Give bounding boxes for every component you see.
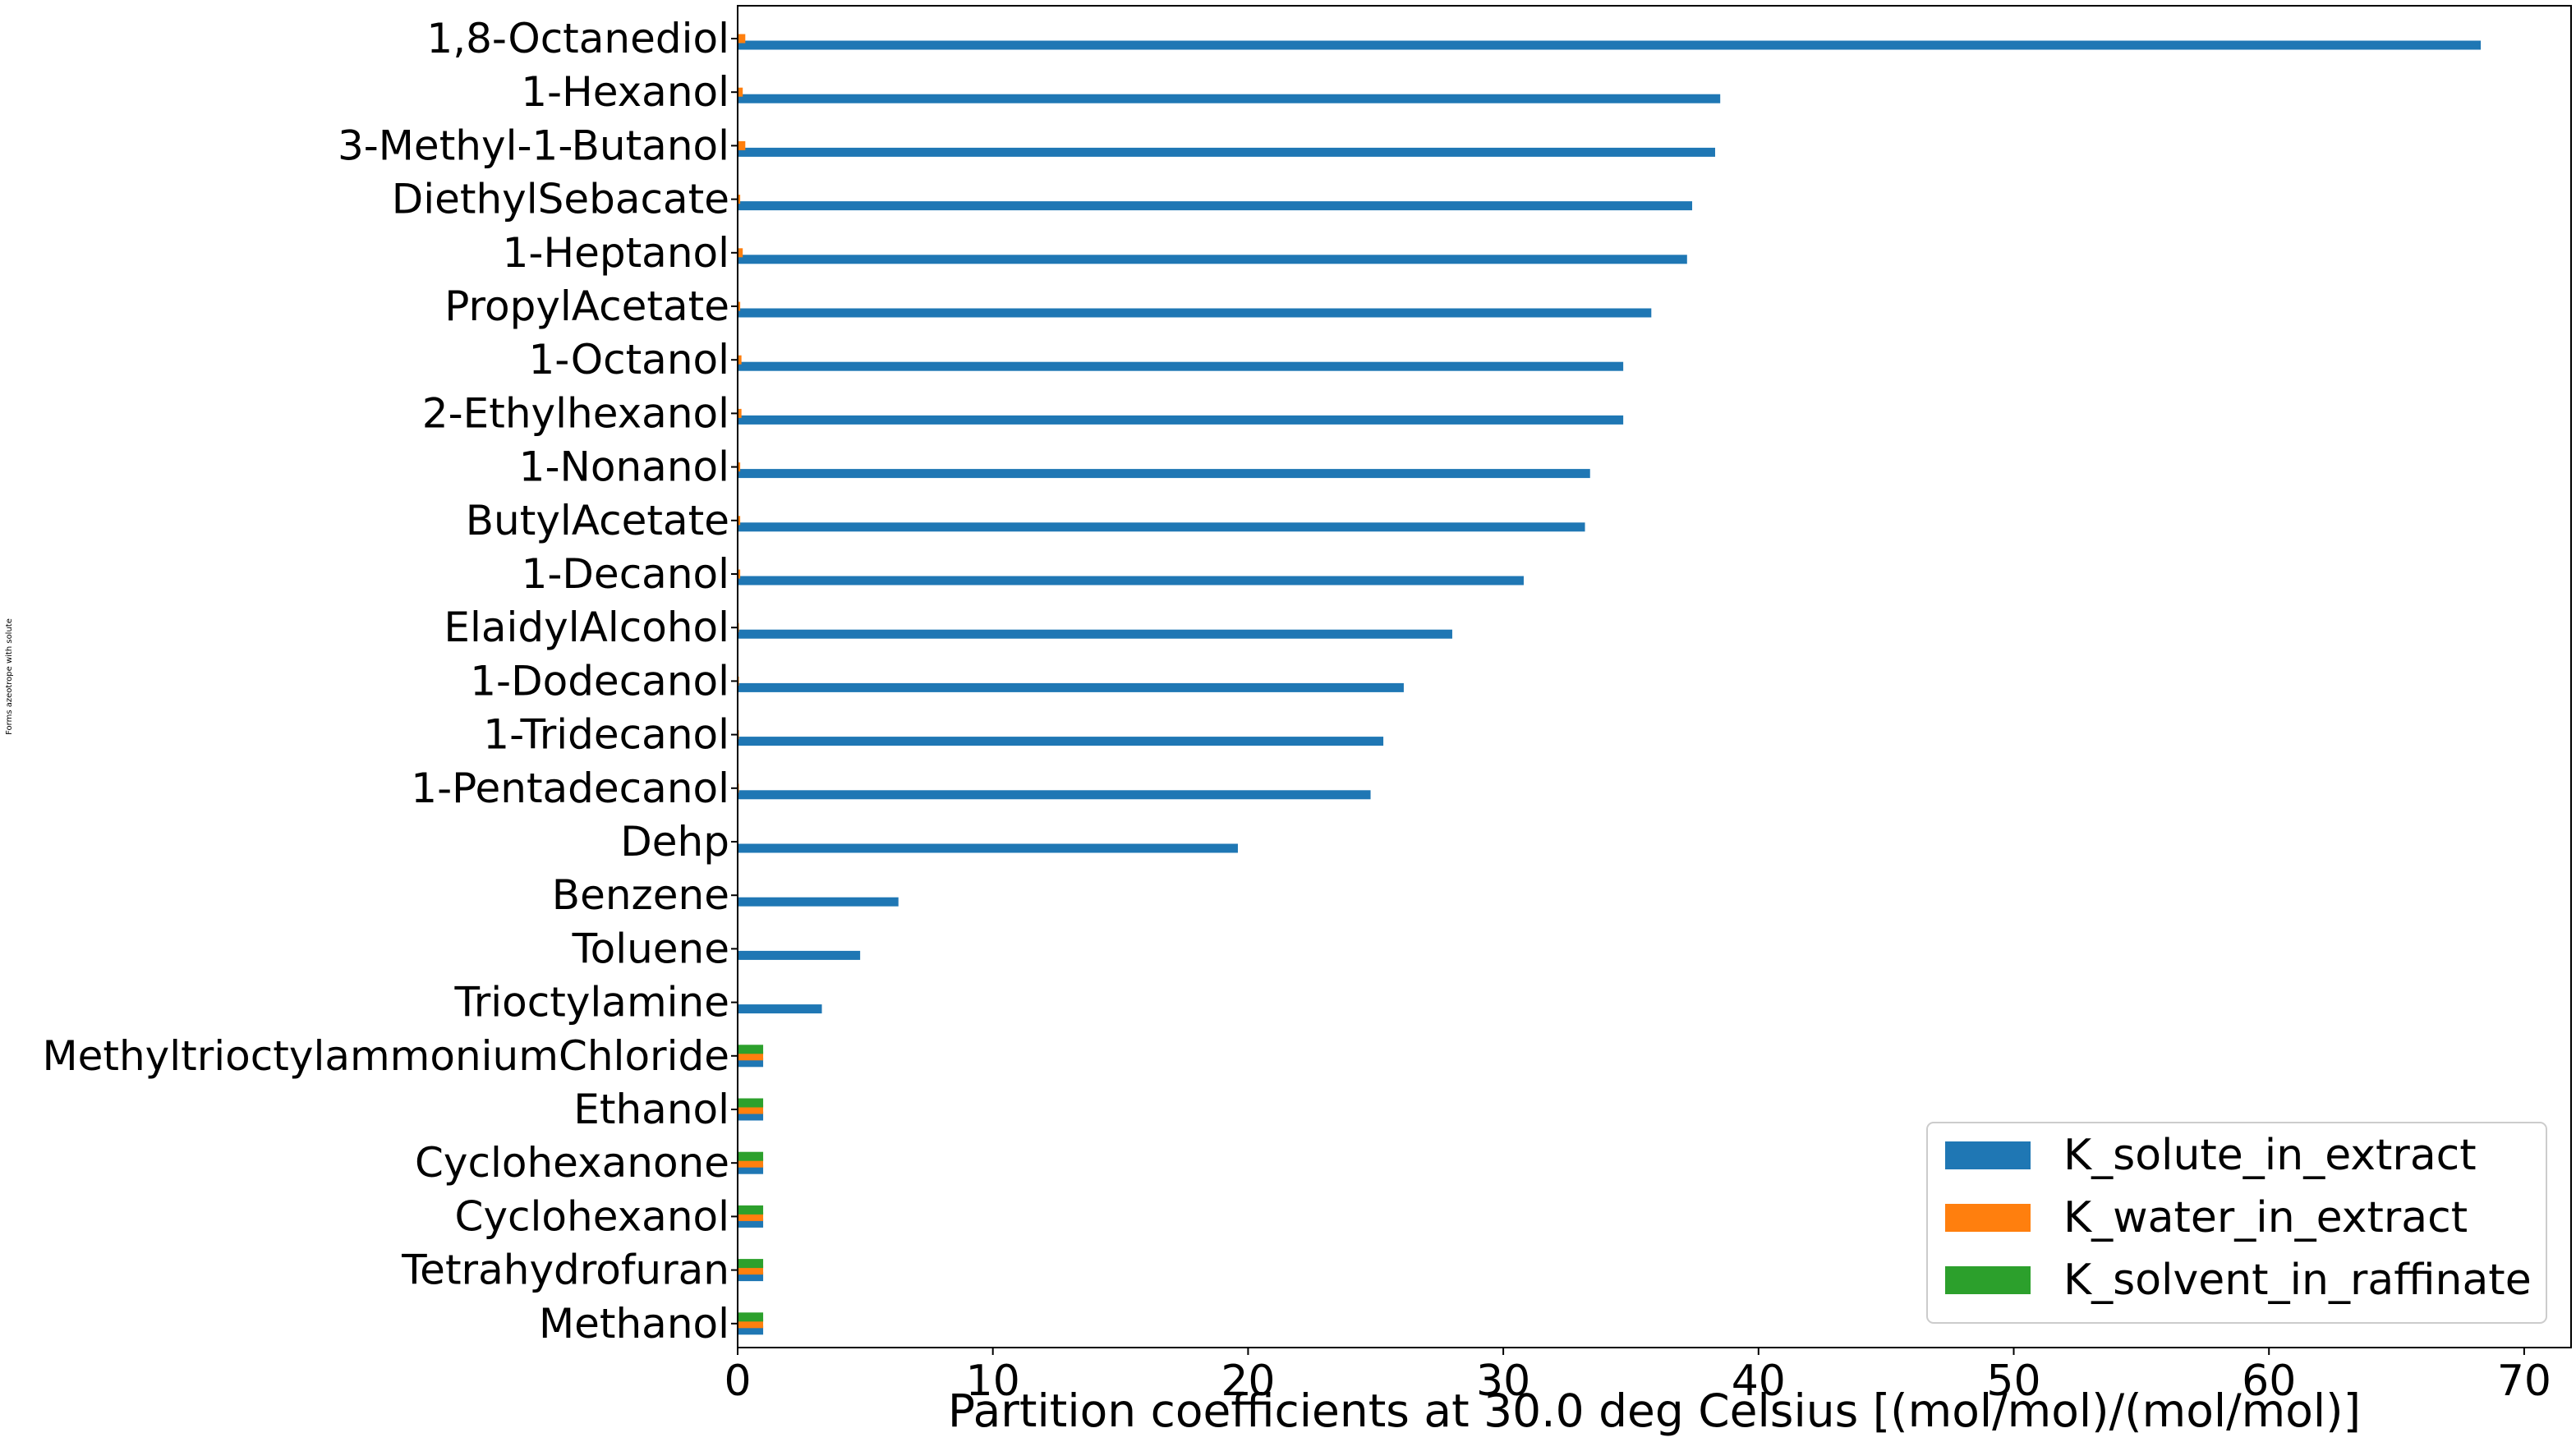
x-tick-label: 10 (966, 1357, 1020, 1406)
y-tick-label: 1-Pentadecanol (411, 765, 729, 812)
bar-K_water_in_extract-2 (738, 140, 746, 150)
bar-K_solute_in_extract-21 (738, 1164, 764, 1174)
bars-layer (738, 34, 2482, 1335)
bar-K_water_in_extract-0 (738, 34, 746, 44)
bar-K_solute_in_extract-19 (738, 1058, 764, 1068)
bar-K_water_in_extract-8 (738, 462, 741, 472)
bar-K_solute_in_extract-7 (738, 415, 1624, 425)
bar-K_solute_in_extract-12 (738, 682, 1404, 692)
x-tick-label: 0 (724, 1357, 751, 1406)
x-axis-label: Partition coefficients at 30.0 deg Celsi… (948, 1385, 2361, 1437)
y-tick-label: 1,8-Octanediol (426, 15, 729, 62)
legend-label: K_water_in_extract (2063, 1193, 2468, 1242)
x-axis: 0 10 20 30 40 50 60 70 (724, 1348, 2551, 1406)
bar-K_water_in_extract-19 (738, 1051, 764, 1061)
y-tick-label: Dehp (620, 818, 729, 866)
bar-K_solute_in_extract-6 (738, 361, 1624, 371)
legend: K_solute_in_extract K_water_in_extract K_s… (1926, 1122, 2547, 1324)
y-tick-label: 1-Decanol (522, 550, 729, 598)
bar-K_water_in_extract-20 (738, 1104, 764, 1114)
bar-K_solute_in_extract-8 (738, 469, 1590, 479)
legend-swatch (1945, 1204, 2031, 1232)
bar-K_solvent_in_raffinate-24 (738, 1312, 764, 1322)
y-tick-label: Cyclohexanone (415, 1139, 729, 1187)
bar-K_solvent_in_raffinate-19 (738, 1045, 764, 1054)
legend-label: K_solute_in_extract (2063, 1131, 2477, 1180)
y-tick-label: 1-Octanol (528, 336, 729, 383)
legend-swatch (1945, 1266, 2031, 1294)
y-tick-label: Cyclohexanol (455, 1192, 729, 1240)
y-tick-label: Tetrahydrofuran (401, 1247, 729, 1294)
y-tick-label: ElaidylAlcohol (444, 604, 729, 651)
bar-K_solute_in_extract-4 (738, 255, 1687, 264)
x-tick-label: 40 (1732, 1357, 1786, 1406)
y-tick-label: Toluene (572, 925, 729, 972)
y-axis: 1,8-Octanediol 1-Hexanol 3-Methyl-1-Butano… (42, 15, 738, 1348)
bar-K_solute_in_extract-24 (738, 1325, 764, 1335)
y-tick-label: MethyltrioctylammoniumChloride (42, 1032, 729, 1080)
bar-K_solute_in_extract-5 (738, 308, 1652, 318)
bar-K_water_in_extract-1 (738, 87, 743, 97)
bar-K_solute_in_extract-14 (738, 790, 1371, 800)
y-tick-label: 1-Hexanol (521, 68, 729, 116)
bar-K_solute_in_extract-16 (738, 897, 899, 907)
bar-K_water_in_extract-4 (738, 248, 743, 258)
x-tick-label: 60 (2242, 1357, 2296, 1406)
bar-K_solute_in_extract-11 (738, 629, 1452, 639)
bar-K_water_in_extract-6 (738, 355, 742, 365)
bar-K_water_in_extract-3 (738, 195, 741, 204)
bar-K_water_in_extract-9 (738, 516, 741, 526)
x-tick-label: 30 (1476, 1357, 1530, 1406)
y-tick-label: Trioctylamine (454, 979, 730, 1026)
y-tick-label: PropylAcetate (444, 282, 729, 330)
y-tick-label: 1-Dodecanol (470, 657, 729, 705)
y-tick-label: 3-Methyl-1-Butanol (338, 122, 729, 169)
legend-label: K_solvent_in_raffinate (2063, 1256, 2532, 1305)
bar-K_water_in_extract-24 (738, 1319, 764, 1329)
x-tick-label: 20 (1221, 1357, 1275, 1406)
bar-K_solute_in_extract-1 (738, 94, 1721, 103)
bar-K_solvent_in_raffinate-21 (738, 1151, 764, 1161)
y-tick-label: Benzene (552, 871, 729, 919)
bar-K_solute_in_extract-2 (738, 147, 1715, 157)
legend-entries: K_solute_in_extract K_water_in_extract K_s… (1945, 1131, 2532, 1305)
bar-K_solute_in_extract-23 (738, 1272, 764, 1282)
bar-K_solute_in_extract-0 (738, 40, 2482, 50)
x-tick-label: 70 (2497, 1357, 2551, 1406)
plot-frame (737, 5, 2572, 1348)
y-tick-label: Ethanol (573, 1086, 729, 1133)
y-tick-label: Methanol (539, 1300, 729, 1348)
bar-K_solute_in_extract-20 (738, 1111, 764, 1121)
y-tick-label: ButylAcetate (466, 497, 729, 544)
bar-K_solute_in_extract-9 (738, 522, 1585, 532)
y-tick-label: DiethylSebacate (392, 176, 729, 223)
y-axis-label: Forms azeotrope with solute (5, 618, 14, 735)
legend-frame (1926, 1122, 2547, 1324)
y-tick-label: 1-Heptanol (503, 229, 729, 277)
bar-K_solute_in_extract-3 (738, 201, 1693, 211)
bar-K_water_in_extract-7 (738, 408, 742, 418)
bar-K_solute_in_extract-13 (738, 737, 1384, 746)
bar-K_solute_in_extract-22 (738, 1218, 764, 1228)
y-tick-label: 1-Tridecanol (483, 711, 729, 759)
bar-K_solute_in_extract-15 (738, 843, 1238, 853)
bar-K_solvent_in_raffinate-20 (738, 1098, 764, 1108)
bar-K_water_in_extract-10 (738, 569, 741, 579)
bar-K_water_in_extract-22 (738, 1211, 764, 1221)
bar-K_solute_in_extract-10 (738, 576, 1524, 586)
bar-K_solute_in_extract-17 (738, 950, 861, 960)
bar-K_water_in_extract-5 (738, 301, 741, 311)
bar-K_water_in_extract-23 (738, 1265, 764, 1275)
y-tick-label: 1-Nonanol (519, 443, 729, 491)
y-tick-label: 2-Ethylhexanol (422, 389, 729, 437)
bar-K_solvent_in_raffinate-22 (738, 1205, 764, 1215)
legend-swatch (1945, 1141, 2031, 1169)
x-tick-label: 50 (1986, 1357, 2040, 1406)
bar-K_solute_in_extract-18 (738, 1004, 822, 1014)
bar-K_water_in_extract-21 (738, 1158, 764, 1168)
bar-K_solvent_in_raffinate-23 (738, 1259, 764, 1269)
